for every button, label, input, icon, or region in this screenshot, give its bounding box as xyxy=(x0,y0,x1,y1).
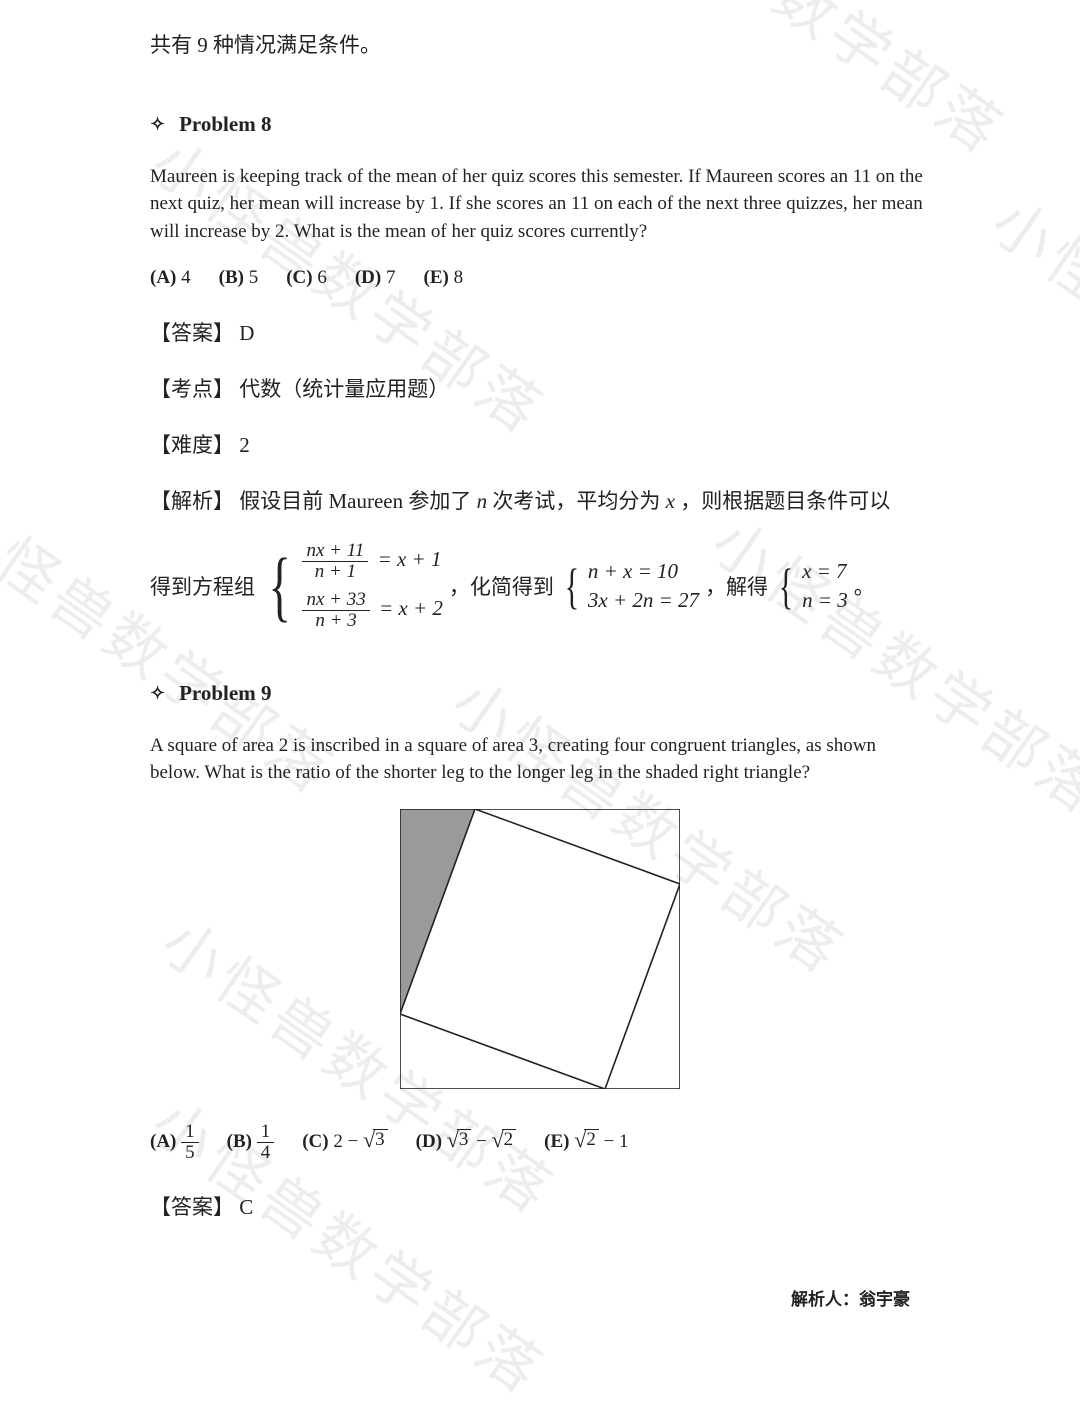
intro-text: 共有 9 种情况满足条件。 xyxy=(150,30,930,62)
equation-row: x = 7 xyxy=(802,559,848,584)
fraction-numerator: nx + 33 xyxy=(302,590,369,611)
answer-value: D xyxy=(239,321,254,345)
equation-system-1: { nx + 11n + 1 = x + 1 nx + 33n + 3 = x … xyxy=(261,541,443,631)
fraction-denominator: n + 1 xyxy=(311,562,360,582)
equation-row: 3x + 2n = 27 xyxy=(588,588,699,613)
difficulty-label: 【难度】 xyxy=(150,433,234,457)
eq-text: ，化简得到 xyxy=(449,571,554,601)
problem-8-title: Problem 8 xyxy=(179,112,271,137)
difficulty-value: 2 xyxy=(239,433,250,457)
var-n: n xyxy=(477,489,488,513)
page-content: 共有 9 种情况满足条件。 ✧ Problem 8 Maureen is kee… xyxy=(0,0,1080,1277)
fraction-denominator: n + 3 xyxy=(311,611,360,631)
topic-value: 代数（统计量应用题） xyxy=(239,377,449,401)
problem-8-equation-block: 得到方程组 { nx + 11n + 1 = x + 1 nx + 33n + … xyxy=(150,541,930,631)
inscribed-square-figure xyxy=(400,809,680,1089)
problem-9-title: Problem 9 xyxy=(179,681,271,706)
choice-option: (A) 4 xyxy=(150,267,191,288)
problem-8-difficulty: 【难度】 2 xyxy=(150,429,930,459)
page-footer: 解析人：翁宇豪 xyxy=(791,1285,910,1310)
equation-system-2: { n + x = 10 3x + 2n = 27 xyxy=(560,559,699,613)
problem-8-analysis-line1: 【解析】 假设目前 Maureen 参加了 n 次考试，平均分为 x ，则根据题… xyxy=(150,485,930,515)
var-x: x xyxy=(666,489,675,513)
choice-option: (A) 15 xyxy=(150,1131,199,1152)
analysis-text: 次考试，平均分为 xyxy=(487,489,666,513)
eq-text: ，解得 xyxy=(705,571,768,601)
eq-lead-text: 得到方程组 xyxy=(150,571,255,601)
answer-value: C xyxy=(239,1195,253,1219)
eq-text: 。 xyxy=(854,571,875,601)
equation-rhs: = x + 2 xyxy=(379,596,443,620)
choice-option: (C) 6 xyxy=(286,267,327,288)
problem-9-heading: ✧ Problem 9 xyxy=(150,681,930,706)
equation-row: n = 3 xyxy=(802,588,848,613)
diamond-icon: ✧ xyxy=(150,114,165,135)
topic-label: 【考点】 xyxy=(150,377,234,401)
problem-8-choices: (A) 4 (B) 5 (C) 6 (D) 7 (E) 8 xyxy=(150,267,930,289)
choice-option: (E) √2 − 1 xyxy=(544,1131,628,1152)
problem-8-topic: 【考点】 代数（统计量应用题） xyxy=(150,373,930,403)
equation-system-3: { x = 7 n = 3 xyxy=(774,559,848,613)
problem-8-answer: 【答案】 D xyxy=(150,317,930,347)
choice-option: (B) 14 xyxy=(227,1131,275,1152)
answer-label: 【答案】 xyxy=(150,1195,234,1219)
problem-8-heading: ✧ Problem 8 xyxy=(150,112,930,137)
choice-option: (D) 7 xyxy=(355,267,396,288)
analysis-label: 【解析】 xyxy=(150,489,234,513)
problem-9-answer: 【答案】 C xyxy=(150,1191,930,1221)
choice-option: (B) 5 xyxy=(219,267,259,288)
problem-9-figure xyxy=(150,809,930,1094)
diamond-icon: ✧ xyxy=(150,683,165,704)
problem-9-body: A square of area 2 is inscribed in a squ… xyxy=(150,732,930,787)
fraction-numerator: nx + 11 xyxy=(302,541,368,562)
choice-option: (D) √3 − √2 xyxy=(416,1131,517,1152)
choice-option: (E) 8 xyxy=(424,267,464,288)
choice-option: (C) 2 − √3 xyxy=(302,1131,387,1152)
problem-9-choices: (A) 15 (B) 14 (C) 2 − √3 (D) √3 − √2 (E) √2 … xyxy=(150,1122,930,1163)
answer-label: 【答案】 xyxy=(150,321,234,345)
analysis-text: 假设目前 Maureen 参加了 xyxy=(239,489,476,513)
problem-8-body: Maureen is keeping track of the mean of … xyxy=(150,163,930,246)
equation-row: n + x = 10 xyxy=(588,559,699,584)
analysis-text: ，则根据题目条件可以 xyxy=(675,489,890,513)
equation-rhs: = x + 1 xyxy=(378,547,442,571)
